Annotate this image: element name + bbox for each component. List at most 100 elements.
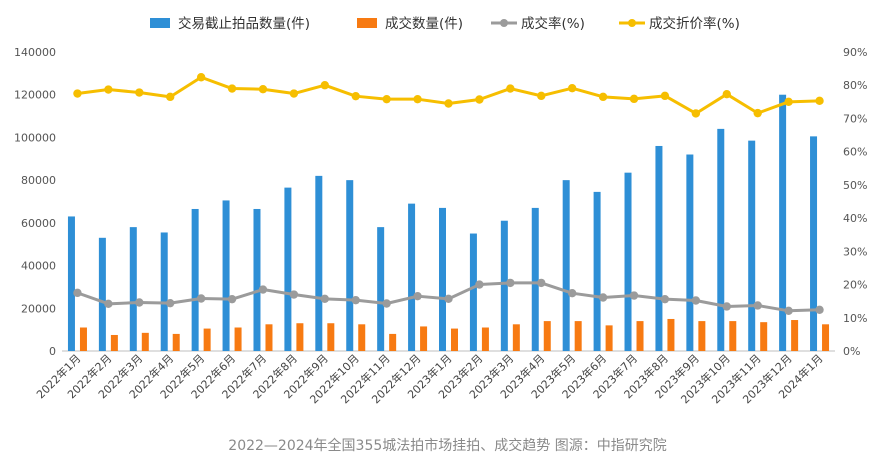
left-y-tick-label: 100000 <box>14 131 56 144</box>
bar <box>451 328 458 351</box>
bar <box>67 216 75 351</box>
bar <box>500 220 508 351</box>
bar <box>253 208 261 351</box>
left-y-tick-label: 120000 <box>14 89 56 102</box>
bar <box>779 94 787 351</box>
bar <box>791 320 799 351</box>
legend-label: 成交数量(件) <box>385 15 463 32</box>
right-y-tick-label: 60% <box>843 146 867 159</box>
left-y-tick-label: 20000 <box>21 302 56 315</box>
series-line <box>77 75 820 115</box>
bar <box>265 324 273 351</box>
line-point <box>722 89 731 99</box>
line-point <box>598 92 608 102</box>
line-point <box>104 299 113 309</box>
bar <box>358 324 366 351</box>
bar <box>512 324 520 351</box>
line-point <box>166 92 175 102</box>
bar <box>636 321 644 351</box>
legend-label: 成交率(%) <box>521 15 585 32</box>
bar <box>469 233 477 351</box>
bar <box>420 326 428 351</box>
bar <box>562 180 570 351</box>
bar <box>98 237 106 351</box>
line-point <box>567 84 577 93</box>
line-point <box>227 84 237 93</box>
bar <box>822 324 830 351</box>
line-point <box>73 89 82 98</box>
left-y-tick-label: 140000 <box>14 46 56 59</box>
bar <box>377 227 385 351</box>
line-point <box>196 73 206 82</box>
bar <box>129 227 137 351</box>
line-point <box>753 301 762 310</box>
bar <box>234 327 242 351</box>
right-y-tick-label: 10% <box>843 312 867 325</box>
line-point <box>475 95 484 104</box>
right-y-tick-label: 70% <box>843 112 867 125</box>
bar <box>531 207 539 351</box>
line-point <box>629 94 639 104</box>
bar <box>748 140 756 351</box>
line-point <box>413 291 422 301</box>
bar <box>717 128 725 351</box>
legend-label: 交易截止拍品数量(件) <box>178 15 310 32</box>
bar <box>79 327 87 351</box>
bar <box>141 332 149 351</box>
chart-caption: 2022—2024年全国355城法拍市场挂拍、成交趋势 图源：中指研究院 <box>228 438 667 454</box>
line-point <box>753 108 762 118</box>
right-y-tick-label: 30% <box>843 245 867 258</box>
bar <box>481 327 489 351</box>
line-point <box>227 294 237 304</box>
line-point <box>506 84 515 93</box>
right-y-tick-label: 20% <box>843 279 867 292</box>
bar <box>655 145 663 351</box>
line-point <box>382 94 391 104</box>
left-y-tick-label: 40000 <box>21 260 56 273</box>
bar <box>439 207 446 351</box>
line-point <box>537 278 546 288</box>
line-point <box>289 89 299 98</box>
line-point <box>815 305 824 315</box>
legend-marker <box>500 19 508 27</box>
right-y-axis: 0% 10% 20% 30% 40% 50% 60% 70% 80% 90% <box>843 46 867 358</box>
right-y-tick-label: 0% <box>843 345 860 358</box>
legend-marker <box>628 19 636 27</box>
bar <box>760 322 768 351</box>
line-point <box>258 285 268 294</box>
line-point <box>320 81 330 90</box>
bar <box>203 328 211 351</box>
legend: 交易截止拍品数量(件) 成交数量(件) 成交率(%) 成交折价率(%) <box>150 15 740 32</box>
line-point <box>135 298 144 307</box>
right-y-tick-label: 40% <box>843 212 867 225</box>
line-point <box>104 85 113 94</box>
line-point <box>135 88 144 97</box>
line-point <box>258 85 268 94</box>
bar <box>624 172 632 351</box>
right-y-tick-label: 50% <box>843 179 867 192</box>
bar <box>698 321 706 351</box>
line-point <box>475 280 484 289</box>
line-point <box>784 97 793 107</box>
legend-swatch <box>357 18 377 28</box>
line-point <box>722 302 731 311</box>
bar <box>389 333 397 351</box>
line-point <box>196 294 206 303</box>
line-point <box>815 96 824 106</box>
line-point <box>660 91 670 101</box>
line-point <box>351 91 360 101</box>
line-point <box>784 306 793 316</box>
bar <box>222 200 230 351</box>
line-point <box>691 296 701 305</box>
bar <box>315 175 323 351</box>
bar <box>810 136 818 351</box>
line-point <box>691 109 701 118</box>
bar <box>191 208 199 351</box>
legend-swatch <box>150 18 170 28</box>
line-point <box>598 293 608 302</box>
line-point <box>351 295 360 305</box>
bar <box>593 191 601 351</box>
bar <box>667 318 675 351</box>
bar <box>408 203 416 351</box>
